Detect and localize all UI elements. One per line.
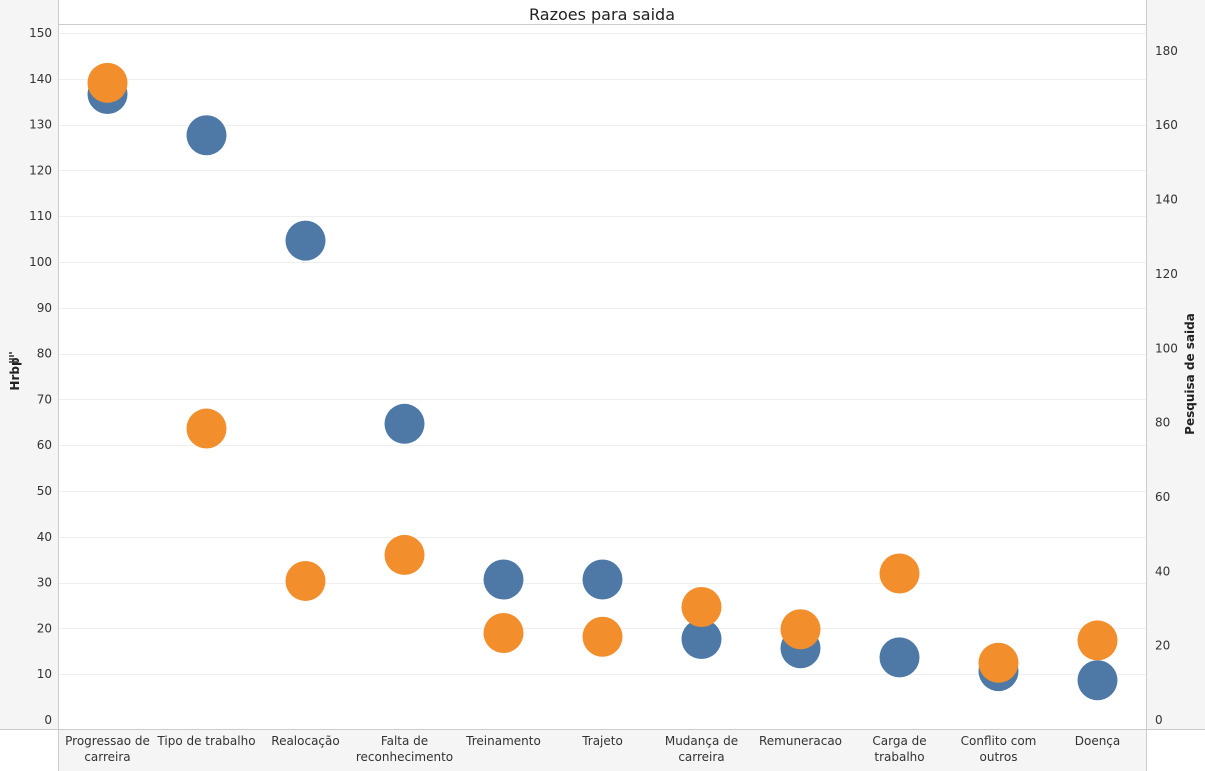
- category-label-line: Treinamento: [465, 734, 541, 748]
- data-point-series-2[interactable]: [978, 642, 1019, 683]
- y-tick-label-left: 110: [29, 209, 52, 223]
- category-label-line: Trajeto: [581, 734, 623, 748]
- category-label: Treinamento: [465, 734, 541, 748]
- category-label: Falta de reconhecimento: [356, 734, 453, 764]
- y-tick-label-left: 40: [37, 530, 52, 544]
- category-labels: Progressao de carreira Tipo de trabalho Rea…: [65, 734, 1120, 764]
- y-tick-label-right: 0: [1155, 713, 1163, 727]
- y-tick-label-right: 120: [1155, 267, 1178, 281]
- right-y-tick-labels: 0 20 40 60 80 100 120 140 160 180: [1155, 44, 1178, 727]
- right-axis-panel: [1147, 0, 1205, 730]
- category-label: Mudança de carreira: [665, 734, 738, 764]
- y-tick-label-left: 90: [37, 301, 52, 315]
- data-points: [87, 62, 1118, 701]
- left-axis-panel: [0, 0, 58, 730]
- data-point-series-2[interactable]: [1077, 620, 1118, 661]
- category-label: Doença: [1075, 734, 1121, 748]
- data-point-series-2[interactable]: [879, 553, 920, 594]
- data-point-series-2[interactable]: [87, 62, 128, 103]
- y-tick-label-left: 60: [37, 438, 52, 452]
- category-label-line: trabalho: [874, 750, 924, 764]
- y-tick-label-right: 60: [1155, 490, 1170, 504]
- category-label: Tipo de trabalho: [156, 734, 255, 748]
- y-tick-label-left: 130: [29, 118, 52, 132]
- y-tick-label-right: 20: [1155, 639, 1170, 653]
- category-label: Carga de trabalho: [872, 734, 926, 764]
- data-point-series-1[interactable]: [186, 115, 227, 156]
- y-tick-label-left: 10: [37, 667, 52, 681]
- category-label-line: Progressao de: [65, 734, 150, 748]
- y-tick-label-left: 30: [37, 576, 52, 590]
- category-label-line: outros: [980, 750, 1018, 764]
- category-label: Trajeto: [581, 734, 623, 748]
- data-point-series-1[interactable]: [681, 619, 722, 660]
- y-tick-label-left: 120: [29, 163, 52, 177]
- data-point-series-2[interactable]: [186, 408, 227, 449]
- data-point-series-2[interactable]: [681, 586, 722, 627]
- data-point-series-1[interactable]: [384, 403, 425, 444]
- category-label-line: Falta de: [381, 734, 428, 748]
- data-point-series-2[interactable]: [384, 534, 425, 575]
- category-label-line: Realocação: [271, 734, 339, 748]
- category-axis-panel: [58, 730, 1147, 771]
- data-point-series-1[interactable]: [879, 637, 920, 678]
- category-label: Conflito com outros: [961, 734, 1037, 764]
- category-label-line: Tipo de trabalho: [156, 734, 255, 748]
- y-tick-label-right: 40: [1155, 564, 1170, 578]
- data-point-series-1[interactable]: [483, 559, 524, 600]
- left-y-tick-labels: 0 10 20 30 40 50 60 70 80 90 100 110 120 130 140 150: [29, 26, 52, 727]
- right-axis-title: Pesquisa de saida: [1183, 313, 1197, 435]
- category-label-line: reconhecimento: [356, 750, 453, 764]
- data-point-series-2[interactable]: [483, 613, 524, 653]
- category-label-line: Remuneracao: [759, 734, 842, 748]
- y-tick-label-right: 180: [1155, 44, 1178, 58]
- y-tick-label-left: 70: [37, 392, 52, 406]
- category-label-line: carreira: [678, 750, 724, 764]
- chart-title: Razoes para saida: [529, 5, 675, 24]
- y-tick-label-right: 140: [1155, 193, 1178, 207]
- y-tick-label-right: 100: [1155, 341, 1178, 355]
- category-label: Remuneracao: [759, 734, 842, 748]
- y-tick-label-left: 140: [29, 72, 52, 86]
- data-point-series-2[interactable]: [285, 560, 326, 601]
- category-label-line: Doença: [1075, 734, 1121, 748]
- category-label-line: carreira: [84, 750, 130, 764]
- category-label-line: Mudança de: [665, 734, 738, 748]
- sort-icon[interactable]: [9, 352, 17, 363]
- y-tick-label-left: 50: [37, 484, 52, 498]
- y-tick-label-left: 0: [44, 713, 52, 727]
- left-axis-title: Hrbp: [8, 357, 22, 391]
- data-point-series-1[interactable]: [285, 220, 326, 261]
- data-point-series-2[interactable]: [780, 609, 821, 650]
- data-point-series-1[interactable]: [1077, 660, 1118, 701]
- category-label: Progressao de carreira: [65, 734, 150, 764]
- y-tick-label-left: 100: [29, 255, 52, 269]
- category-label: Realocação: [271, 734, 339, 748]
- y-tick-label-right: 160: [1155, 118, 1178, 132]
- category-label-line: Conflito com: [961, 734, 1037, 748]
- y-tick-label-right: 80: [1155, 416, 1170, 430]
- category-label-line: Carga de: [872, 734, 926, 748]
- data-point-series-1[interactable]: [582, 559, 623, 600]
- y-tick-label-left: 20: [37, 621, 52, 635]
- y-tick-label-left: 80: [37, 347, 52, 361]
- data-point-series-2[interactable]: [582, 616, 623, 657]
- y-tick-label-left: 150: [29, 26, 52, 40]
